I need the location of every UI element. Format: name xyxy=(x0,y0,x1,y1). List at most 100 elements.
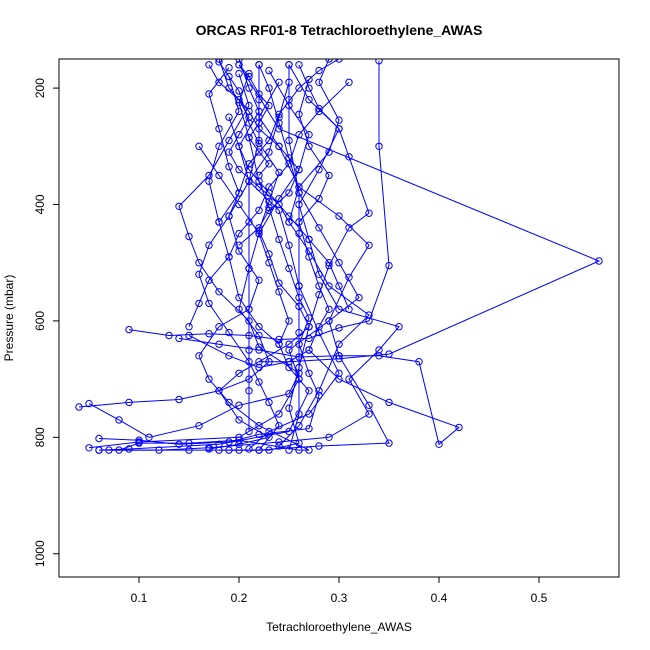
data-point xyxy=(255,378,263,386)
data-point xyxy=(385,261,393,270)
data-point xyxy=(255,125,263,133)
data-point xyxy=(215,218,223,226)
chart-title: ORCAS RF01-8 Tetrachloroethylene_AWAS xyxy=(196,22,483,38)
data-point xyxy=(225,163,233,171)
data-point xyxy=(275,78,283,87)
data-point xyxy=(285,96,293,104)
data-point xyxy=(185,446,193,454)
series-line xyxy=(118,82,310,451)
data-point xyxy=(225,446,233,454)
data-point xyxy=(235,305,243,313)
data-point xyxy=(345,305,353,313)
data-point xyxy=(195,352,203,360)
data-point xyxy=(335,375,343,383)
data-point xyxy=(335,212,343,220)
series-12 xyxy=(215,61,373,454)
data-point xyxy=(305,142,313,151)
y-axis: 200 400 600 800 1000 xyxy=(33,78,60,567)
x-tick-label: 0.3 xyxy=(331,591,348,605)
data-point xyxy=(185,331,193,340)
data-point xyxy=(265,206,273,215)
x-tick-label: 0.5 xyxy=(531,591,548,605)
data-point xyxy=(305,387,313,395)
data-point xyxy=(215,59,223,63)
data-point xyxy=(245,305,253,313)
plot-frame xyxy=(58,58,620,578)
data-point xyxy=(375,346,383,354)
data-point xyxy=(255,363,263,372)
data-point xyxy=(115,416,123,424)
data-point xyxy=(205,171,213,180)
data-point xyxy=(195,270,203,278)
data-point xyxy=(255,177,263,185)
data-point xyxy=(315,165,323,174)
data-point xyxy=(285,136,293,145)
data-point xyxy=(265,259,273,267)
plot-area xyxy=(75,59,603,454)
data-point xyxy=(325,433,333,441)
data-point xyxy=(295,328,303,337)
data-point xyxy=(335,305,343,313)
data-point xyxy=(285,446,293,454)
data-point xyxy=(215,125,223,133)
data-point xyxy=(245,264,253,273)
y-tick-label: 200 xyxy=(33,78,47,98)
data-point xyxy=(365,241,373,249)
data-point xyxy=(225,136,233,145)
data-point xyxy=(275,442,283,450)
data-point xyxy=(265,84,273,92)
series-line xyxy=(278,59,370,447)
data-point xyxy=(175,334,183,343)
data-point xyxy=(205,276,213,284)
data-point xyxy=(235,87,243,95)
series-line xyxy=(259,79,330,363)
series-24 xyxy=(185,78,353,331)
y-tick-label: 400 xyxy=(33,194,47,214)
data-point xyxy=(235,200,243,209)
data-point xyxy=(285,218,293,226)
data-point xyxy=(245,427,253,436)
data-point xyxy=(245,84,253,92)
data-point xyxy=(275,110,283,119)
data-point xyxy=(315,224,323,232)
data-point xyxy=(345,78,353,87)
data-point xyxy=(215,171,223,180)
data-point xyxy=(75,403,83,411)
data-point xyxy=(255,224,263,232)
data-point xyxy=(215,288,223,296)
data-point xyxy=(295,375,303,383)
data-point xyxy=(205,90,213,98)
data-point xyxy=(215,59,223,66)
data-point xyxy=(395,323,403,331)
data-point xyxy=(215,387,223,395)
series-line xyxy=(98,73,320,445)
x-axis-label: Tetrachloroethylene_AWAS xyxy=(266,620,412,634)
data-point xyxy=(315,282,323,290)
series-line xyxy=(198,146,290,345)
data-point xyxy=(295,131,303,139)
data-point xyxy=(235,96,243,104)
data-point xyxy=(235,59,243,63)
data-point xyxy=(165,331,173,340)
data-point xyxy=(235,401,243,409)
data-point xyxy=(205,299,213,308)
data-point xyxy=(255,136,263,145)
data-point xyxy=(215,78,223,87)
data-point xyxy=(215,340,223,348)
data-point xyxy=(135,436,143,444)
data-point xyxy=(105,446,113,454)
data-point xyxy=(315,78,323,87)
data-point xyxy=(235,69,243,78)
data-point xyxy=(245,387,253,395)
series-25 xyxy=(235,61,273,180)
data-point xyxy=(265,398,273,407)
series-line xyxy=(218,59,340,223)
data-point xyxy=(225,64,233,72)
data-point xyxy=(195,422,203,430)
data-point xyxy=(295,183,303,191)
data-point xyxy=(265,160,273,168)
data-point xyxy=(255,148,263,156)
data-point xyxy=(115,446,123,454)
data-point xyxy=(225,113,233,121)
